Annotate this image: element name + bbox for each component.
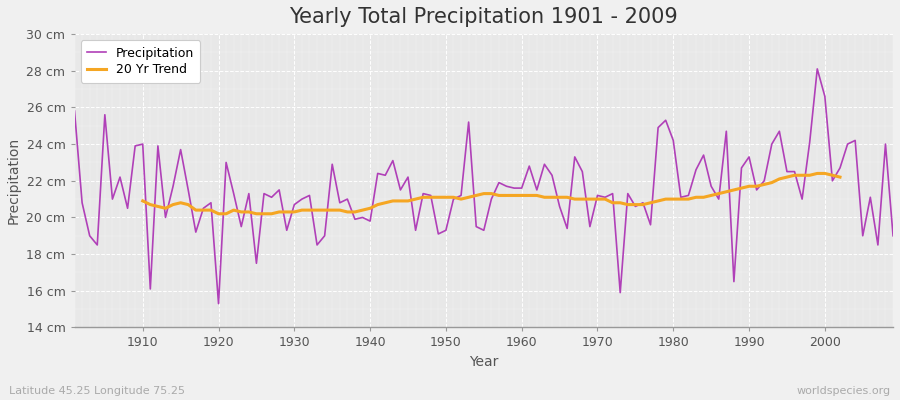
20 Yr Trend: [213, 211, 224, 216]
Precipitation: [69, 109, 80, 114]
Precipitation: [887, 233, 898, 238]
20 Yr Trend: [258, 211, 269, 216]
Precipitation: [349, 217, 360, 222]
20 Yr Trend: [236, 210, 247, 214]
Precipitation: [812, 66, 823, 71]
20 Yr Trend: [493, 193, 504, 198]
Precipitation: [130, 144, 140, 148]
Y-axis label: Precipitation: Precipitation: [7, 137, 21, 224]
X-axis label: Year: Year: [469, 355, 499, 369]
20 Yr Trend: [812, 171, 823, 176]
Precipitation: [615, 290, 626, 295]
20 Yr Trend: [834, 175, 845, 180]
Text: worldspecies.org: worldspecies.org: [796, 386, 891, 396]
Precipitation: [213, 301, 224, 306]
20 Yr Trend: [138, 198, 148, 203]
Line: 20 Yr Trend: 20 Yr Trend: [143, 174, 840, 214]
Text: Latitude 45.25 Longitude 75.25: Latitude 45.25 Longitude 75.25: [9, 386, 185, 396]
20 Yr Trend: [698, 195, 709, 200]
Line: Precipitation: Precipitation: [75, 69, 893, 304]
20 Yr Trend: [289, 210, 300, 214]
Precipitation: [304, 193, 315, 198]
Precipitation: [517, 186, 527, 190]
Title: Yearly Total Precipitation 1901 - 2009: Yearly Total Precipitation 1901 - 2009: [290, 7, 679, 27]
Precipitation: [524, 164, 535, 168]
Legend: Precipitation, 20 Yr Trend: Precipitation, 20 Yr Trend: [81, 40, 201, 82]
20 Yr Trend: [630, 202, 641, 207]
